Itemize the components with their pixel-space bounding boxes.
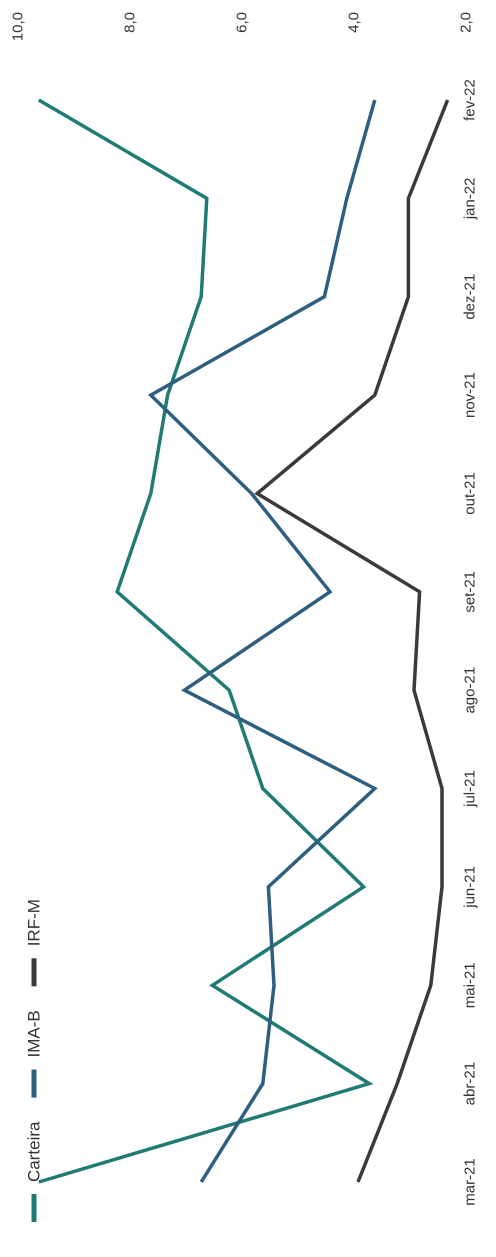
y-tick-label: 6,0 bbox=[234, 12, 251, 33]
category-label: dez-21 bbox=[462, 274, 479, 320]
series-line-ima-b bbox=[147, 99, 378, 1183]
legend-label: Carteira bbox=[25, 1121, 44, 1182]
legend: Carteira IMA-B IRF-M bbox=[25, 899, 44, 1222]
category-label: jan-22 bbox=[462, 178, 479, 221]
category-label: mai-21 bbox=[462, 962, 479, 1008]
legend-label: IRF-M bbox=[25, 899, 44, 946]
category-label: jul-21 bbox=[462, 770, 479, 808]
y-tick-label: 2,0 bbox=[458, 12, 475, 33]
category-label: fev-22 bbox=[462, 79, 479, 121]
series-line-irf-m bbox=[254, 99, 450, 1183]
series-line-carteira bbox=[37, 98, 374, 1184]
legend-label: IMA-B bbox=[25, 1010, 44, 1057]
series-lines bbox=[37, 98, 450, 1184]
category-label: abr-21 bbox=[462, 1062, 479, 1105]
category-label: jun-21 bbox=[462, 866, 479, 909]
category-label: mar-21 bbox=[462, 1158, 479, 1206]
x-axis-categories: mar-21 abr-21 mai-21 jun-21 jul-21 ago-21 set-… bbox=[462, 79, 479, 1206]
category-label: ago-21 bbox=[462, 667, 479, 714]
y-tick-label: 8,0 bbox=[122, 12, 139, 33]
category-label: set-21 bbox=[462, 571, 479, 613]
category-label: nov-21 bbox=[462, 372, 479, 418]
y-axis-ticks: 2,0 4,0 6,0 8,0 10,0 bbox=[10, 12, 475, 41]
category-label: out-21 bbox=[462, 472, 479, 515]
y-tick-label: 4,0 bbox=[346, 12, 363, 33]
y-tick-label: 10,0 bbox=[10, 12, 27, 41]
